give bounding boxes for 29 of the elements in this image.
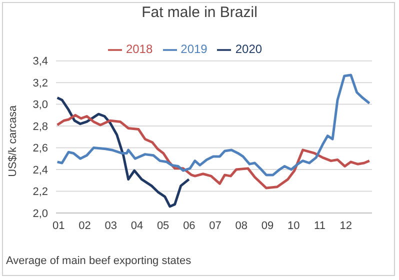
y-tick-label: 2,2 [32, 186, 48, 198]
x-tick-label: 05 [156, 220, 170, 232]
chart-title: Fat male in Brazil [140, 4, 258, 21]
x-tick-label: 04 [130, 220, 144, 232]
y-tick-label: 2,4 [32, 164, 48, 176]
x-tick-label: 12 [340, 220, 352, 232]
line-series [56, 74, 371, 176]
legend-label: 2019 [180, 42, 208, 56]
y-tick-label: 3,0 [32, 99, 48, 112]
x-tick-label: 03 [104, 220, 117, 232]
legend-label: 2018 [126, 42, 153, 56]
y-tick-label: 3,2 [32, 77, 48, 90]
x-tick-label: 01 [52, 220, 65, 232]
y-tick-label: 3,4 [32, 56, 48, 68]
x-tick-label: 09 [261, 220, 274, 232]
line-series [56, 96, 190, 208]
y-tick-label: 2,6 [32, 142, 48, 155]
x-tick-label: 02 [78, 220, 91, 232]
x-tick-label: 11 [314, 220, 326, 232]
x-tick-label: 08 [235, 220, 248, 232]
text: Average of main beef exporting states [6, 255, 192, 267]
line-series [56, 114, 371, 190]
y-tick-label: 2,0 [32, 208, 48, 220]
x-tick-label: 10 [288, 220, 300, 232]
legend-label: 2020 [235, 42, 262, 56]
y-axis-title: US$/k carcasa [6, 104, 19, 177]
y-tick-label: 2,8 [32, 120, 48, 133]
x-tick-label: 06 [183, 220, 196, 232]
x-tick-label: 07 [209, 220, 222, 232]
